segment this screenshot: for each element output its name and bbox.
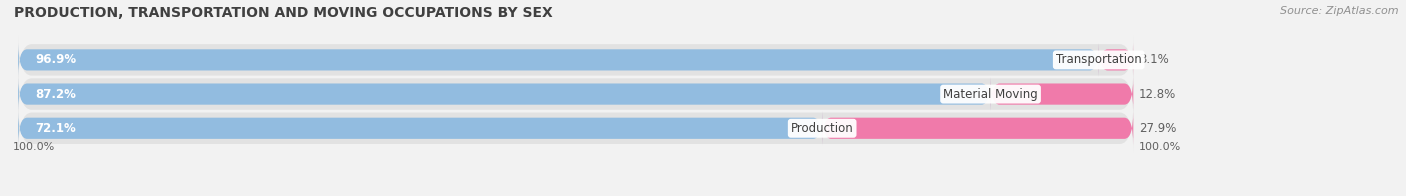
Text: 96.9%: 96.9%: [35, 53, 76, 66]
Text: 27.9%: 27.9%: [1139, 122, 1177, 135]
FancyBboxPatch shape: [18, 112, 823, 145]
Text: 12.8%: 12.8%: [1139, 88, 1175, 101]
Text: Material Moving: Material Moving: [943, 88, 1038, 101]
FancyBboxPatch shape: [18, 69, 1133, 119]
Text: 87.2%: 87.2%: [35, 88, 76, 101]
FancyBboxPatch shape: [1098, 43, 1133, 77]
FancyBboxPatch shape: [18, 43, 1098, 77]
FancyBboxPatch shape: [18, 103, 1133, 153]
Text: Transportation: Transportation: [1056, 53, 1142, 66]
FancyBboxPatch shape: [823, 112, 1133, 145]
Text: 72.1%: 72.1%: [35, 122, 76, 135]
Text: 3.1%: 3.1%: [1139, 53, 1168, 66]
Text: Source: ZipAtlas.com: Source: ZipAtlas.com: [1281, 6, 1399, 16]
Text: PRODUCTION, TRANSPORTATION AND MOVING OCCUPATIONS BY SEX: PRODUCTION, TRANSPORTATION AND MOVING OC…: [14, 6, 553, 20]
FancyBboxPatch shape: [18, 35, 1133, 85]
Text: Production: Production: [790, 122, 853, 135]
FancyBboxPatch shape: [991, 77, 1133, 111]
FancyBboxPatch shape: [18, 77, 991, 111]
Text: 100.0%: 100.0%: [1139, 142, 1181, 152]
Text: 100.0%: 100.0%: [13, 142, 55, 152]
